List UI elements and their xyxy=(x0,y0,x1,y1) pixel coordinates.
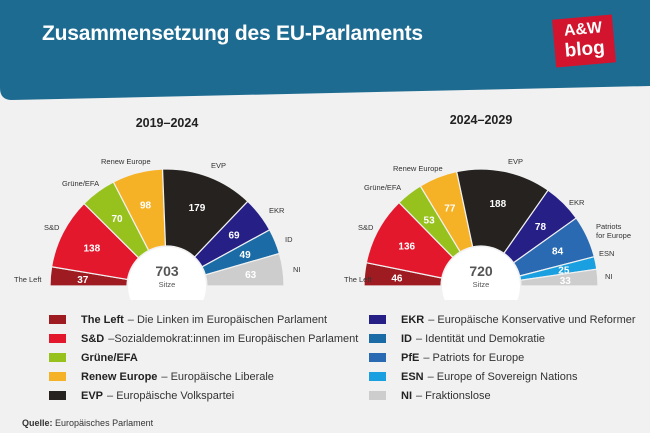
party-label-id: ID xyxy=(285,235,293,244)
source-label: Quelle: xyxy=(22,418,53,428)
source-text: Europäisches Parlament xyxy=(55,418,154,428)
legend-name: Renew Europe xyxy=(81,370,158,383)
legend-desc: – Identität und Demokratie xyxy=(416,332,546,345)
party-label-renew-europe: Renew Europe xyxy=(393,164,443,173)
seat-value-sd: 136 xyxy=(398,242,415,253)
legend-name: PfE xyxy=(401,351,420,364)
legend-desc: – Patriots for Europe xyxy=(423,351,525,364)
center-disc xyxy=(442,247,520,300)
party-label-sd: S&D xyxy=(44,223,60,232)
party-label-ekr: EKR xyxy=(269,206,285,215)
seat-value-sd: 138 xyxy=(83,243,100,254)
seat-value-renew-europe: 77 xyxy=(444,203,456,214)
seat-segment-ni xyxy=(519,268,599,287)
party-label-ekr: EKR xyxy=(569,198,585,207)
legend-swatch xyxy=(49,372,66,381)
legend-swatch xyxy=(369,372,386,381)
party-label-grüne-efa: Grüne/EFA xyxy=(364,183,401,192)
legend-swatch xyxy=(49,334,66,343)
seat-value-ni: 63 xyxy=(245,270,257,281)
party-label-grüne-efa: Grüne/EFA xyxy=(62,179,99,188)
legend-desc: – Europäische Liberale xyxy=(161,370,274,383)
chart-title: 2024–2029 xyxy=(450,113,513,127)
legend-item-id: ID – Identität und Demokratie xyxy=(369,329,636,348)
party-label-evp: EVP xyxy=(211,161,226,170)
legend-item-evp: EVP – Europäische Volkspartei xyxy=(49,386,358,405)
legend-desc: –Sozialdemokrat:innen im Europäischen Pa… xyxy=(108,332,359,345)
header-banner xyxy=(0,0,650,100)
chart-title: 2019–2024 xyxy=(136,116,199,130)
seat-value-the-left: 46 xyxy=(391,274,403,285)
legend-left: The Left – Die Linken im Europäischen Par… xyxy=(49,310,358,405)
legend-right: EKR – Europäische Konservative und Reform… xyxy=(369,310,636,405)
total-seats-label: Sitze xyxy=(473,280,490,289)
seat-value-renew-europe: 98 xyxy=(140,200,152,211)
seat-value-ni: 33 xyxy=(560,276,572,287)
legend-desc: – Europe of Sovereign Nations xyxy=(427,370,578,383)
seat-value-ekr: 69 xyxy=(228,231,240,242)
party-label-ni: NI xyxy=(605,272,613,281)
page-title: Zusammensetzung des EU-Parlaments xyxy=(42,22,423,45)
seat-value-evp: 188 xyxy=(490,199,507,210)
seat-value-evp: 179 xyxy=(189,203,206,214)
legend-desc: – Europäische Volkspartei xyxy=(107,389,235,402)
legend-swatch xyxy=(369,334,386,343)
seat-value-grüne-efa: 70 xyxy=(111,214,123,225)
legend-item-ni: NI – Fraktionslose xyxy=(369,386,636,405)
party-label-the-left: The Left xyxy=(14,275,42,284)
seat-segment-ni xyxy=(204,252,285,287)
party-label-sd: S&D xyxy=(358,223,374,232)
total-seats: 703 xyxy=(155,263,179,279)
legend-swatch xyxy=(369,353,386,362)
legend-swatch xyxy=(369,391,386,400)
legend-item-esn: ESN – Europe of Sovereign Nations xyxy=(369,367,636,386)
legend-item-pfe: PfE – Patriots for Europe xyxy=(369,348,636,367)
party-label-esn: ESN xyxy=(599,249,614,258)
seat-value-esn: 25 xyxy=(558,265,570,276)
party-label-renew-europe: Renew Europe xyxy=(101,157,151,166)
legend-swatch xyxy=(49,391,66,400)
legend-name: S&D xyxy=(81,332,105,345)
legend-item-the-left: The Left – Die Linken im Europäischen Par… xyxy=(49,310,358,329)
total-seats: 720 xyxy=(469,263,493,279)
total-seats-label: Sitze xyxy=(159,280,176,289)
seat-value-ekr: 78 xyxy=(535,222,547,233)
legend-item-renew-europe: Renew Europe – Europäische Liberale xyxy=(49,367,358,386)
legend-desc: – Europäische Konservative und Reformer xyxy=(428,313,636,326)
seat-value-the-left: 37 xyxy=(77,275,89,286)
party-label-evp: EVP xyxy=(508,157,523,166)
charts-area: 2019–2024 37 The Left 138 S&D 70 Grüne/EFA 98 Re… xyxy=(14,113,631,300)
center-disc xyxy=(128,247,206,300)
source-note: Quelle: Europäisches Parlament xyxy=(22,418,153,428)
parliament-chart-1: 2019–2024 37 The Left 138 S&D 70 Grüne/EFA 98 Re… xyxy=(14,116,301,300)
legend-name: The Left xyxy=(81,313,124,326)
legend-name: ESN xyxy=(401,370,424,383)
legend-name: NI xyxy=(401,389,412,402)
party-label-the-left: The Left xyxy=(344,275,372,284)
legend-swatch xyxy=(49,315,66,324)
party-label-ni: NI xyxy=(293,265,301,274)
legend-swatch xyxy=(369,315,386,324)
legend-item-ekr: EKR – Europäische Konservative und Reform… xyxy=(369,310,636,329)
legend-name: EVP xyxy=(81,389,104,402)
legend-desc: – Fraktionslose xyxy=(416,389,491,402)
seat-value-patriots-for-europe: 84 xyxy=(552,246,564,257)
legend-desc: – Die Linken im Europäischen Parlament xyxy=(127,313,328,326)
seat-value-grüne-efa: 53 xyxy=(424,215,436,226)
legend-item-sd: S&D –Sozialdemokrat:innen im Europäischen… xyxy=(49,329,358,348)
legend-name: EKR xyxy=(401,313,425,326)
parliament-chart-2: 2024–2029 46 The Left 136 S&D 53 Grüne/EFA 77 Re… xyxy=(344,113,631,300)
seat-value-id: 49 xyxy=(240,250,252,261)
party-label-patriots-for-europe: Patriots for Europe xyxy=(596,222,631,240)
legend-swatch xyxy=(49,353,66,362)
legend-name: ID xyxy=(401,332,412,345)
legend-item-grüne-efa: Grüne/EFA xyxy=(49,348,358,367)
legend-name: Grüne/EFA xyxy=(81,351,138,364)
